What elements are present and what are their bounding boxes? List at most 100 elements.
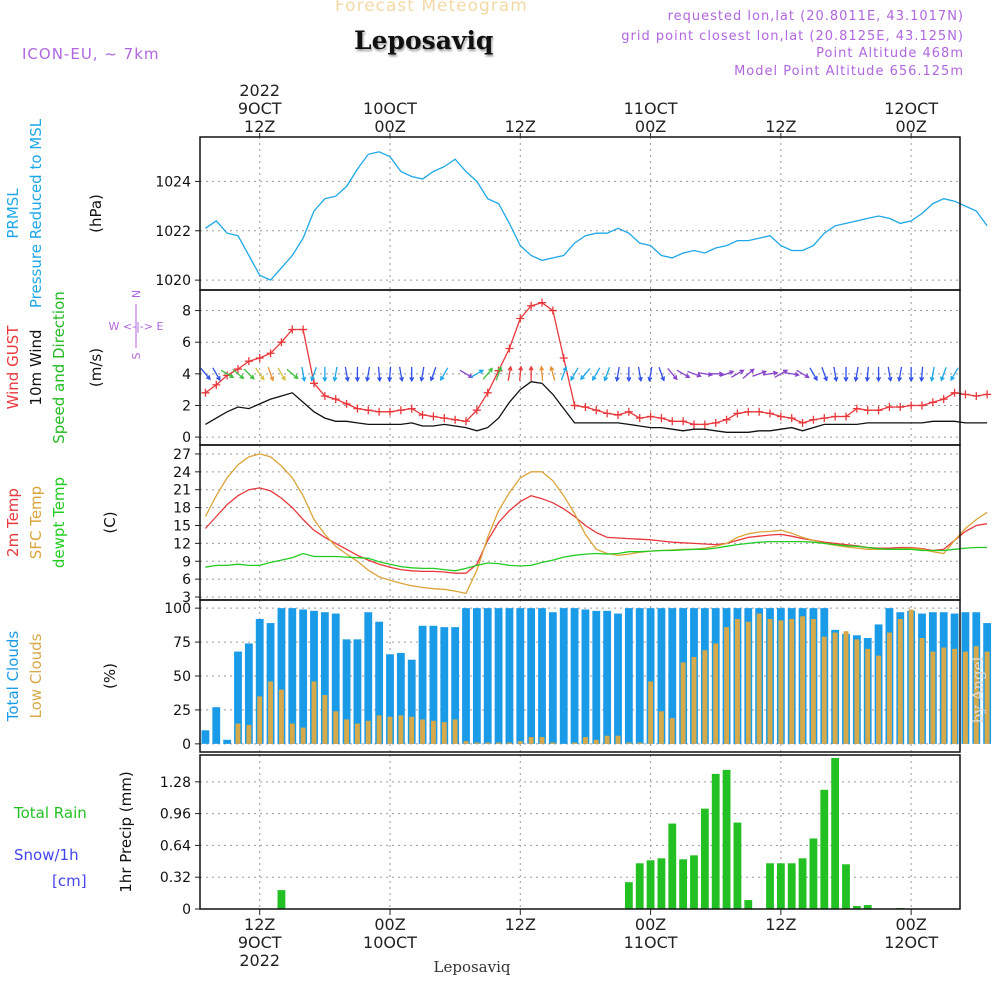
bottom-time-label: 12Z [244, 915, 275, 934]
clouds-bar [615, 735, 621, 744]
overlay-title: Forecast Meteogram [335, 0, 528, 16]
precip-ytick-label: 0 [182, 902, 191, 918]
wind-arrow [507, 365, 513, 381]
clouds-bar [322, 695, 328, 744]
clouds-bar [821, 636, 827, 744]
clouds-bar [528, 737, 534, 744]
pressure-side-label: Pressure Reduced to MSL [27, 118, 45, 308]
clouds-bar [320, 612, 329, 744]
clouds-bar [235, 723, 241, 744]
clouds-bar [604, 735, 610, 744]
wind-arrow [843, 366, 849, 383]
precip-bar [733, 822, 742, 909]
credit-watermark: by Angel [969, 656, 987, 723]
precip-bar [635, 863, 644, 909]
wind-arrow [354, 366, 360, 383]
point-altitude: Point Altitude 468m [816, 46, 964, 61]
bottom-time-label: 12Z [505, 915, 536, 934]
clouds-side-label: Low Clouds [27, 633, 45, 718]
clouds-bar [592, 610, 601, 744]
clouds-bar [299, 609, 308, 744]
clouds-bar [364, 612, 373, 744]
clouds-ytick-label: 0 [182, 737, 191, 753]
clouds-bar [919, 638, 925, 744]
wind-gust-marker [244, 357, 253, 366]
clouds-ytick-label: 25 [173, 703, 191, 719]
clouds-bar [538, 608, 546, 744]
wind-gust-marker [679, 417, 688, 426]
wind-arrow [277, 367, 286, 382]
temperature-ytick-label: 6 [182, 572, 191, 588]
wind-compass: NW <-|-> ES [109, 290, 164, 360]
clouds-bar [550, 742, 556, 744]
clouds-bar [462, 608, 470, 744]
wind-gust-marker [320, 391, 329, 400]
wind-gust-marker [440, 414, 449, 423]
precip-bar [646, 860, 655, 909]
wind-gust-marker [972, 391, 981, 400]
clouds-bar [734, 619, 740, 744]
clouds-bar [854, 639, 860, 744]
wind-gust-marker [744, 407, 753, 416]
wind-gust-marker [386, 407, 394, 416]
wind-arrow [676, 369, 691, 379]
clouds-bar [212, 707, 221, 744]
clouds-bar [626, 742, 632, 744]
wind-arrow [784, 371, 800, 377]
precip-bar [863, 905, 872, 909]
wind-gust-marker [418, 410, 427, 419]
clouds-bar [420, 719, 426, 744]
wind-gust-marker [918, 401, 926, 410]
pressure-ytick-label: 1024 [155, 174, 191, 190]
clouds-bar [387, 716, 393, 744]
clouds-bar [941, 647, 947, 744]
pressure-series-line [205, 151, 988, 281]
clouds-bar [624, 608, 633, 744]
wind-gust-marker [787, 414, 796, 423]
precip-side-label: Snow/1h [14, 846, 79, 864]
wind-gust-marker [766, 409, 774, 418]
clouds-bar [789, 619, 795, 744]
wind-gust-marker [700, 420, 709, 429]
precip-bar [820, 789, 829, 909]
wind-arrow [592, 367, 601, 382]
temperature-side-label: dewpt Temp [50, 477, 68, 568]
wind-gust-marker [255, 354, 264, 363]
wind-panel: 0 2 4 6 8 Wind GUST 10m Wind Speed and Directio… [4, 289, 992, 446]
wind-arrow [440, 367, 449, 382]
wind-gust-marker [983, 390, 992, 399]
clouds-panel: 0 25 50 75 100 Total Clouds Low Clouds (%) [4, 599, 992, 753]
clouds-bar [832, 632, 838, 744]
wind-gust-marker [342, 399, 351, 408]
clouds-bar [365, 720, 371, 744]
clouds-bar [268, 681, 274, 744]
wind-gust-marker [755, 407, 764, 416]
clouds-bar [539, 737, 545, 744]
clouds-bar [354, 723, 360, 744]
clouds-bar [472, 608, 481, 744]
precip-bar [624, 882, 633, 909]
requested-coordinates: requested lon,lat (20.8011E, 43.1017N) [667, 9, 964, 24]
wind-arrow [232, 368, 245, 380]
wind-arrow [833, 366, 839, 383]
top-time-label: 9OCT [238, 99, 282, 118]
clouds-bar [289, 723, 295, 744]
clouds-unit-label: (%) [101, 663, 119, 689]
top-time-label: 12Z [505, 117, 536, 136]
clouds-side-label: Total Clouds [4, 631, 22, 723]
wind-gust-marker [451, 415, 460, 424]
wind-gust-marker [277, 338, 286, 347]
wind-gust-marker [820, 414, 829, 423]
clouds-bar [223, 739, 232, 744]
wind-arrow [419, 366, 425, 383]
wind-gust-marker [852, 404, 861, 413]
clouds-bar [635, 608, 644, 744]
wind-arrow [399, 366, 404, 383]
clouds-bar [246, 724, 252, 744]
clouds-bar [342, 639, 351, 744]
bottom-time-label: 00Z [635, 915, 666, 934]
wind-gust-marker [711, 418, 720, 427]
